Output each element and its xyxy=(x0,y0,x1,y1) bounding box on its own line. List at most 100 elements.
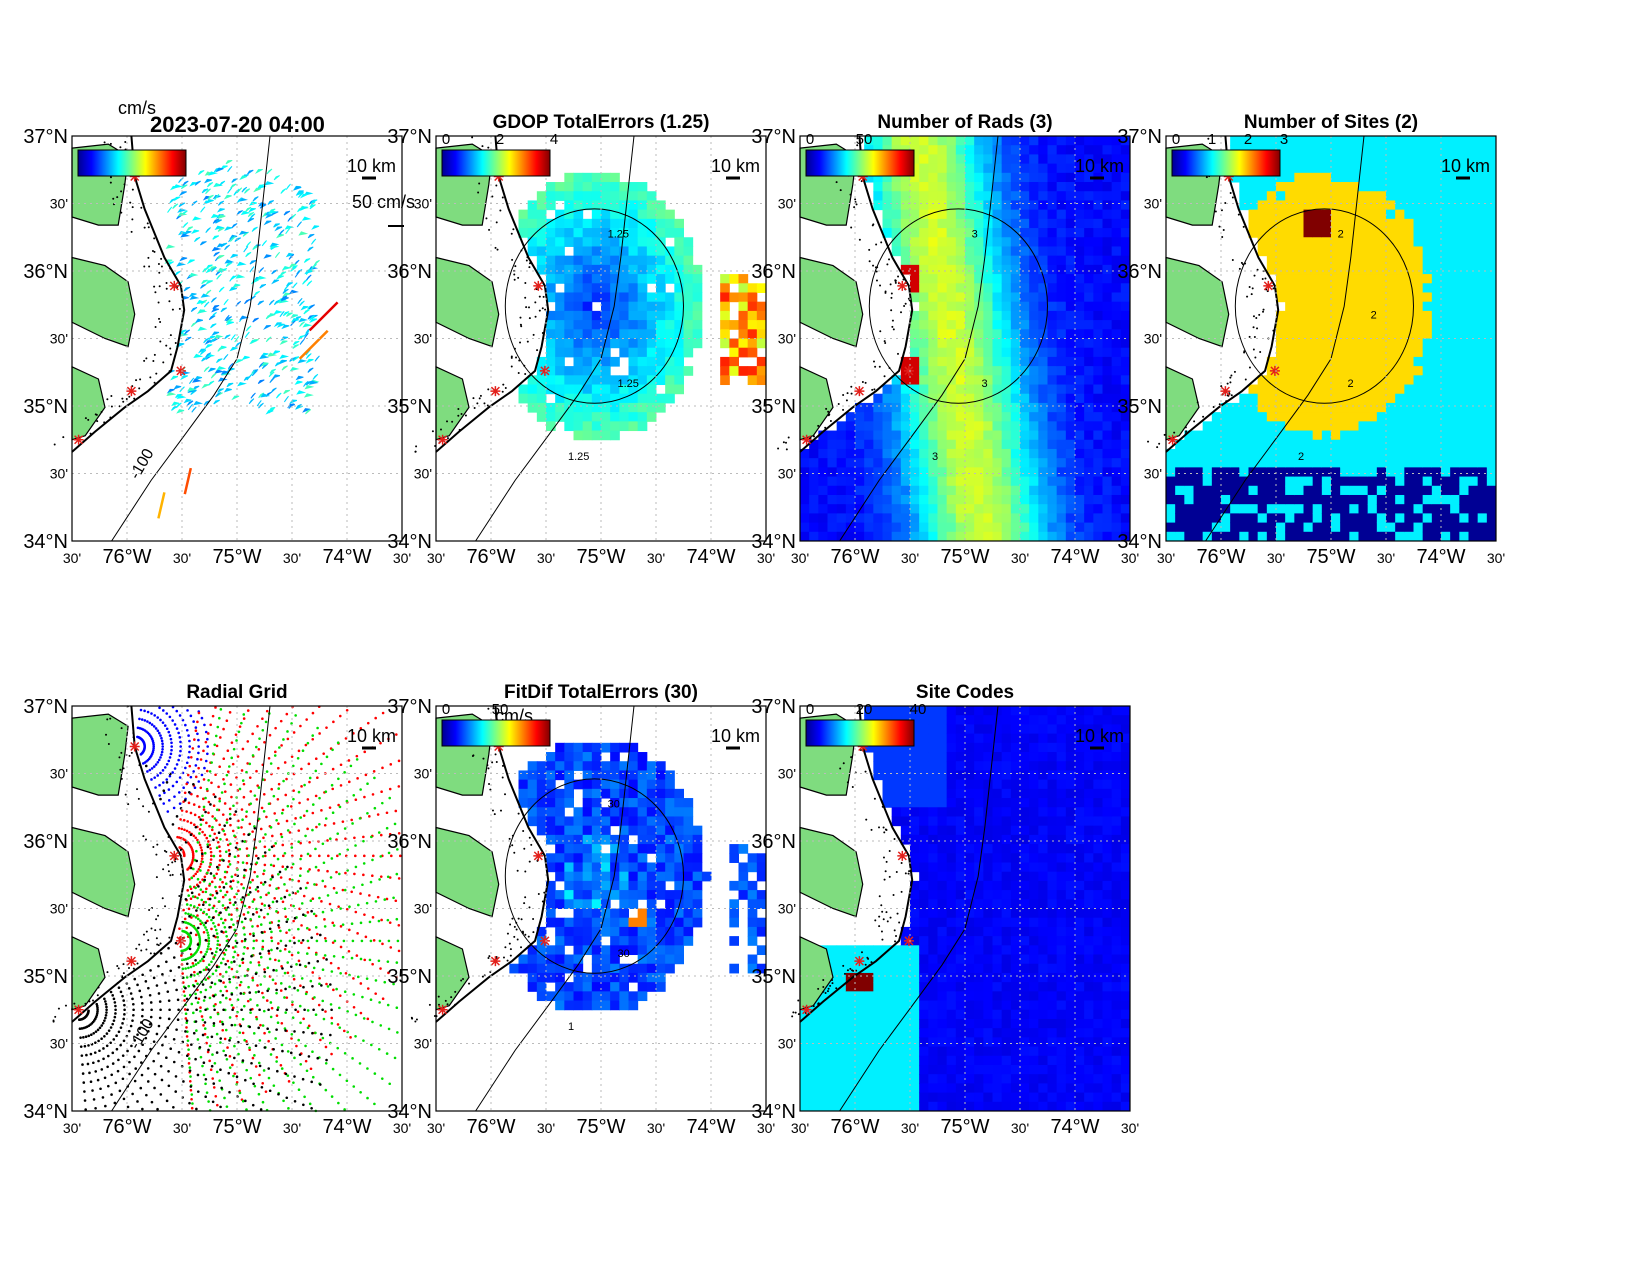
radial-grid-point xyxy=(352,732,355,735)
lon-tick-label: 74°W xyxy=(1050,546,1099,568)
field-cell xyxy=(1450,522,1460,533)
field-cell xyxy=(992,375,1003,386)
field-cell xyxy=(1010,504,1021,514)
field-cell xyxy=(1221,504,1231,514)
field-cell xyxy=(1477,255,1488,266)
radial-grid-point xyxy=(171,771,174,774)
lon-tick-label: 74°W xyxy=(322,546,371,568)
field-cell xyxy=(692,320,703,330)
shoreline-dot xyxy=(884,342,887,345)
field-cell xyxy=(1111,375,1122,386)
field-cell xyxy=(1038,209,1048,220)
field-cell xyxy=(1431,439,1442,450)
field-cell xyxy=(1029,172,1039,183)
radial-grid-point xyxy=(221,813,225,816)
current-vector xyxy=(281,324,290,330)
field-cell xyxy=(601,209,611,220)
field-cell xyxy=(1303,136,1314,146)
field-cell xyxy=(1047,136,1058,146)
field-cell xyxy=(1459,439,1469,450)
field-cell xyxy=(873,448,883,459)
field-cell xyxy=(1422,366,1433,376)
shoreline-dot xyxy=(894,279,897,282)
field-cell xyxy=(1468,504,1479,514)
field-cell xyxy=(1102,402,1113,413)
field-cell xyxy=(665,347,675,358)
field-cell xyxy=(1349,228,1359,238)
field-cell xyxy=(1294,200,1304,211)
field-cell xyxy=(1386,264,1396,275)
field-cell xyxy=(1120,145,1131,155)
current-vector xyxy=(253,290,260,297)
field-cell xyxy=(1340,218,1350,229)
current-vector xyxy=(266,168,273,175)
field-cell xyxy=(1211,439,1222,450)
field-cell xyxy=(1102,246,1113,257)
current-vector xyxy=(298,231,309,236)
field-cell xyxy=(1441,504,1451,514)
current-vector xyxy=(288,289,299,295)
field-cell xyxy=(1459,329,1469,339)
field-cell xyxy=(1248,384,1259,395)
current-vector xyxy=(205,188,211,195)
field-cell xyxy=(836,504,847,514)
current-vector xyxy=(197,326,208,331)
field-cell xyxy=(974,283,984,293)
field-cell xyxy=(1367,513,1378,524)
field-cell xyxy=(1312,504,1323,514)
field-cell xyxy=(1084,274,1094,284)
field-cell xyxy=(946,163,957,174)
field-cell xyxy=(919,531,929,542)
radial-grid-point xyxy=(203,723,206,727)
field-cell xyxy=(1075,182,1085,192)
field-cell xyxy=(1120,366,1131,376)
field-cell xyxy=(955,301,966,312)
field-cell xyxy=(1413,172,1424,183)
shoreline-dot xyxy=(446,420,449,423)
field-cell xyxy=(628,209,639,220)
field-cell xyxy=(1450,412,1460,422)
radial-grid-point xyxy=(181,981,185,984)
field-cell xyxy=(1441,338,1451,349)
field-cell xyxy=(1257,200,1268,211)
radar-site-marker xyxy=(437,434,448,445)
field-cell xyxy=(656,320,666,330)
field-cell xyxy=(683,338,694,349)
radial-grid-point xyxy=(397,949,401,953)
field-cell xyxy=(1404,200,1414,211)
radial-grid-point xyxy=(160,750,164,754)
radial-grid-point xyxy=(240,900,244,904)
shoreline-dot xyxy=(109,416,112,419)
field-cell xyxy=(1285,200,1295,211)
field-cell xyxy=(910,338,920,349)
field-cell xyxy=(1312,412,1323,422)
current-vector xyxy=(188,272,199,278)
field-cell xyxy=(1413,393,1424,404)
field-cell xyxy=(692,283,703,293)
field-cell xyxy=(637,228,648,238)
field-cell xyxy=(1340,531,1350,542)
field-cell xyxy=(1367,467,1378,478)
field-cell xyxy=(983,393,993,404)
radial-grid-point xyxy=(199,758,203,761)
field-cell xyxy=(1294,531,1304,542)
field-cell xyxy=(919,136,929,146)
current-vector xyxy=(197,309,208,314)
field-cell xyxy=(1266,375,1277,386)
current-vector xyxy=(299,206,308,211)
field-cell xyxy=(1294,504,1304,514)
radial-grid-point xyxy=(252,898,256,901)
field-cell xyxy=(1102,154,1113,165)
radial-grid-point xyxy=(203,766,206,770)
field-cell xyxy=(1285,485,1295,496)
field-cell xyxy=(1395,338,1405,349)
field-cell xyxy=(1102,366,1113,376)
field-cell xyxy=(946,182,957,192)
field-cell xyxy=(1276,531,1286,542)
field-cell xyxy=(1120,448,1131,459)
radial-grid-point xyxy=(285,931,288,934)
field-cell xyxy=(827,467,838,478)
shoreline-dot xyxy=(158,271,161,274)
field-cell xyxy=(1084,375,1094,386)
field-cell xyxy=(1084,448,1094,459)
